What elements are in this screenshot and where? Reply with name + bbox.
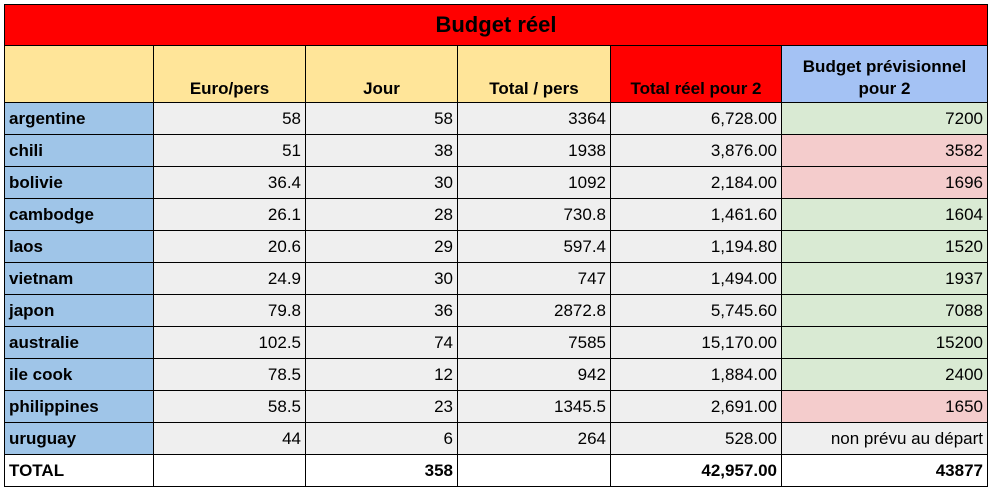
value-cell: 3,876.00 bbox=[610, 134, 782, 167]
country-cell: australie bbox=[4, 326, 154, 359]
total-cell: 42,957.00 bbox=[610, 454, 782, 487]
value-cell: 1,884.00 bbox=[610, 358, 782, 391]
value-cell: 3582 bbox=[781, 134, 988, 167]
empty-cell bbox=[457, 454, 611, 487]
value-cell: 1937 bbox=[781, 262, 988, 295]
value-cell: 29 bbox=[305, 230, 458, 263]
value-cell: 6,728.00 bbox=[610, 102, 782, 135]
header-cell: Total réel pour 2 bbox=[610, 45, 782, 103]
country-cell: philippines bbox=[4, 390, 154, 423]
data-row: chili 51 38 1938 3,876.00 3582 bbox=[4, 134, 988, 167]
value-cell: 20.6 bbox=[153, 230, 306, 263]
country-cell: uruguay bbox=[4, 422, 154, 455]
value-cell: 2,184.00 bbox=[610, 166, 782, 199]
value-cell: 102.5 bbox=[153, 326, 306, 359]
value-cell: 2,691.00 bbox=[610, 390, 782, 423]
value-cell: 36 bbox=[305, 294, 458, 327]
value-cell: 3364 bbox=[457, 102, 611, 135]
value-cell: 5,745.60 bbox=[610, 294, 782, 327]
value-cell: 597.4 bbox=[457, 230, 611, 263]
header-cell: Jour bbox=[305, 45, 458, 103]
value-cell: 15200 bbox=[781, 326, 988, 359]
value-cell: 23 bbox=[305, 390, 458, 423]
value-cell: 7088 bbox=[781, 294, 988, 327]
value-cell: 30 bbox=[305, 262, 458, 295]
data-row: vietnam 24.9 30 747 1,494.00 1937 bbox=[4, 262, 988, 295]
value-cell: 38 bbox=[305, 134, 458, 167]
value-cell: 2400 bbox=[781, 358, 988, 391]
title-row: Budget réel bbox=[4, 4, 988, 46]
country-cell: bolivie bbox=[4, 166, 154, 199]
total-cell: 358 bbox=[305, 454, 458, 487]
value-cell: 942 bbox=[457, 358, 611, 391]
value-cell: 28 bbox=[305, 198, 458, 231]
data-row: philippines 58.5 23 1345.5 2,691.00 1650 bbox=[4, 390, 988, 423]
country-cell: chili bbox=[4, 134, 154, 167]
value-cell: 12 bbox=[305, 358, 458, 391]
value-cell: 51 bbox=[153, 134, 306, 167]
value-cell: 15,170.00 bbox=[610, 326, 782, 359]
value-cell: 30 bbox=[305, 166, 458, 199]
value-cell: 24.9 bbox=[153, 262, 306, 295]
header-cell: Euro/pers bbox=[153, 45, 306, 103]
data-row: australie 102.5 74 7585 15,170.00 15200 bbox=[4, 326, 988, 359]
country-cell: cambodge bbox=[4, 198, 154, 231]
value-cell: 1696 bbox=[781, 166, 988, 199]
value-cell: 1,494.00 bbox=[610, 262, 782, 295]
country-cell: ile cook bbox=[4, 358, 154, 391]
budget-table: Budget réel Euro/pers Jour Total / pers … bbox=[4, 4, 988, 487]
data-row: argentine 58 58 3364 6,728.00 7200 bbox=[4, 102, 988, 135]
value-cell: 1520 bbox=[781, 230, 988, 263]
value-cell: 1650 bbox=[781, 390, 988, 423]
value-cell: 58.5 bbox=[153, 390, 306, 423]
country-cell: argentine bbox=[4, 102, 154, 135]
country-cell: japon bbox=[4, 294, 154, 327]
value-cell: 1604 bbox=[781, 198, 988, 231]
value-cell: 2872.8 bbox=[457, 294, 611, 327]
value-cell: 36.4 bbox=[153, 166, 306, 199]
data-row: laos 20.6 29 597.4 1,194.80 1520 bbox=[4, 230, 988, 263]
value-cell: 7585 bbox=[457, 326, 611, 359]
value-cell: 730.8 bbox=[457, 198, 611, 231]
value-cell: 58 bbox=[305, 102, 458, 135]
empty-cell bbox=[153, 454, 306, 487]
value-cell: 7200 bbox=[781, 102, 988, 135]
data-row: bolivie 36.4 30 1092 2,184.00 1696 bbox=[4, 166, 988, 199]
data-row: japon 79.8 36 2872.8 5,745.60 7088 bbox=[4, 294, 988, 327]
title: Budget réel bbox=[4, 4, 988, 46]
value-cell: 79.8 bbox=[153, 294, 306, 327]
value-cell: non prévu au départ bbox=[781, 422, 988, 455]
header-row: Euro/pers Jour Total / pers Total réel p… bbox=[4, 45, 988, 103]
data-row: ile cook 78.5 12 942 1,884.00 2400 bbox=[4, 358, 988, 391]
header-cell bbox=[4, 45, 154, 103]
value-cell: 58 bbox=[153, 102, 306, 135]
value-cell: 74 bbox=[305, 326, 458, 359]
header-cell: Total / pers bbox=[457, 45, 611, 103]
total-row: TOTAL 358 42,957.00 43877 bbox=[4, 454, 988, 487]
header-cell: Budget prévisionnel pour 2 bbox=[781, 45, 988, 103]
value-cell: 1938 bbox=[457, 134, 611, 167]
value-cell: 26.1 bbox=[153, 198, 306, 231]
country-cell: vietnam bbox=[4, 262, 154, 295]
value-cell: 78.5 bbox=[153, 358, 306, 391]
total-cell: 43877 bbox=[781, 454, 988, 487]
total-label: TOTAL bbox=[4, 454, 154, 487]
table-body: Budget réel Euro/pers Jour Total / pers … bbox=[4, 4, 988, 487]
value-cell: 747 bbox=[457, 262, 611, 295]
value-cell: 264 bbox=[457, 422, 611, 455]
value-cell: 1,461.60 bbox=[610, 198, 782, 231]
value-cell: 1092 bbox=[457, 166, 611, 199]
data-row: uruguay 44 6 264 528.00 non prévu au départ bbox=[4, 422, 988, 455]
value-cell: 528.00 bbox=[610, 422, 782, 455]
data-row: cambodge 26.1 28 730.8 1,461.60 1604 bbox=[4, 198, 988, 231]
value-cell: 1,194.80 bbox=[610, 230, 782, 263]
country-cell: laos bbox=[4, 230, 154, 263]
value-cell: 6 bbox=[305, 422, 458, 455]
value-cell: 1345.5 bbox=[457, 390, 611, 423]
value-cell: 44 bbox=[153, 422, 306, 455]
